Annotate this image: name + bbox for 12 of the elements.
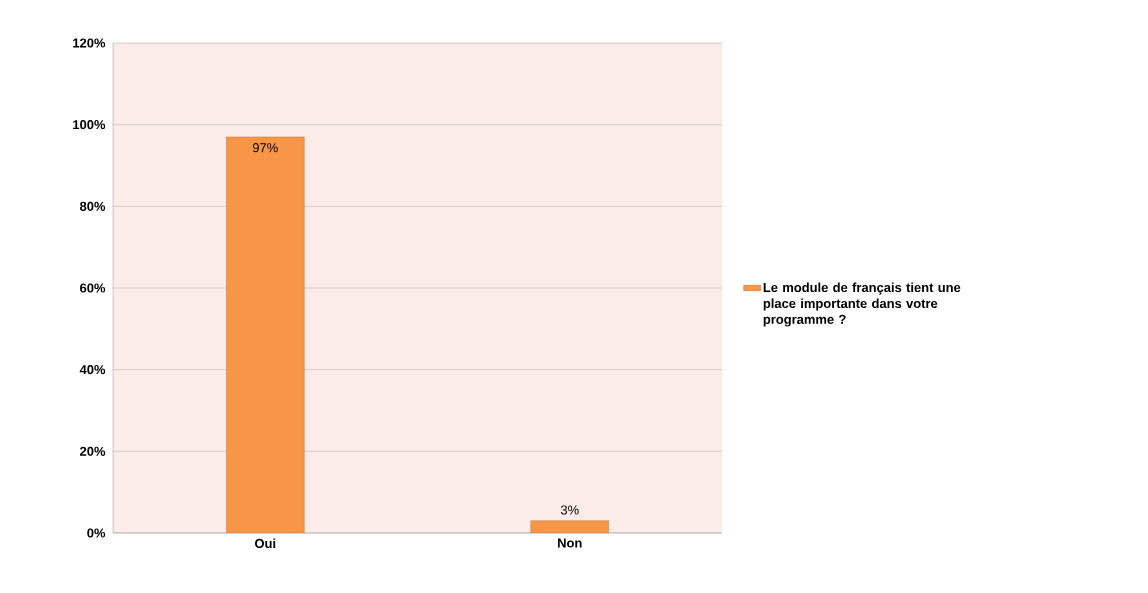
y-tick-label: 60% (80, 283, 106, 293)
data-label: 97% (252, 143, 278, 153)
y-tick-label: 100% (73, 120, 106, 130)
x-tick-label: Oui (254, 538, 276, 549)
y-tick-label: 120% (73, 38, 106, 48)
y-tick-label: 40% (79, 365, 106, 375)
data-label: 3% (560, 505, 579, 515)
legend-label: Le module de français tient une place importante dans votre programme ? (763, 282, 961, 327)
x-tick-label: Non (558, 538, 582, 548)
y-tick-label: 80% (79, 201, 106, 211)
y-tick-label: 0% (87, 528, 106, 538)
y-tick-label: 20% (80, 446, 106, 456)
